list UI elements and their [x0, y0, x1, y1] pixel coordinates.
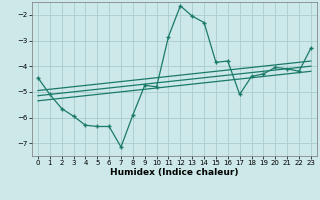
X-axis label: Humidex (Indice chaleur): Humidex (Indice chaleur)	[110, 168, 239, 177]
